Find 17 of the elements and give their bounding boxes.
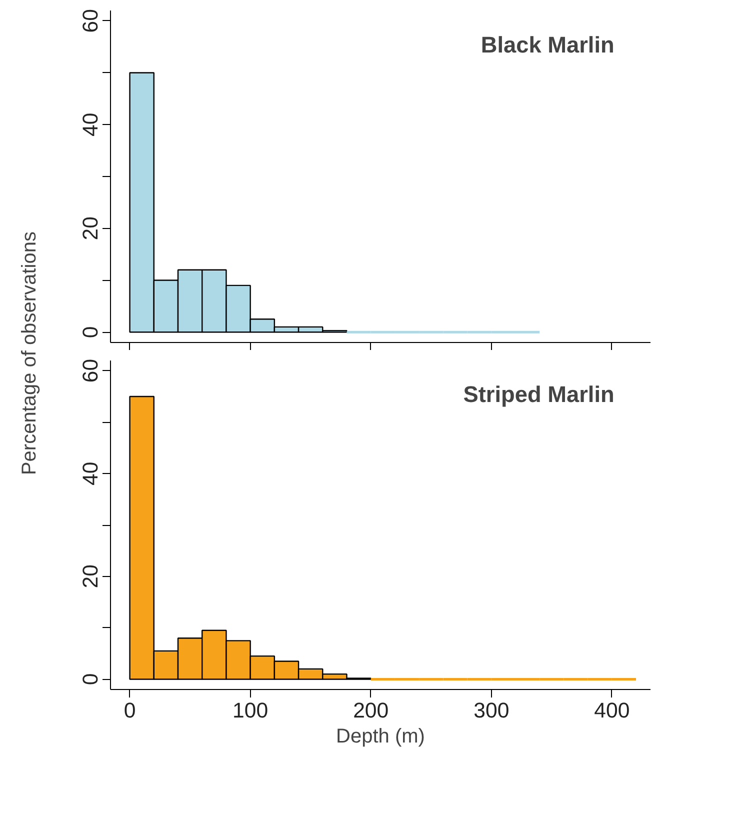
y-tick-label: 60 — [78, 8, 102, 33]
y-tick-label: 60 — [78, 358, 102, 383]
x-tick-label: 400 — [594, 698, 630, 722]
x-tick-label: 300 — [474, 698, 510, 722]
text: Black Marlin — [480, 31, 614, 58]
y-tick-label: 0 — [78, 326, 102, 338]
y-tick-label: 40 — [78, 462, 102, 486]
x-tick-label: 0 — [124, 698, 136, 722]
y-tick-label: 20 — [78, 216, 102, 240]
x-tick-label: 100 — [232, 698, 268, 722]
y-tick-label: 40 — [78, 112, 102, 136]
y-axis-title: Percentage of observations — [18, 232, 40, 476]
y-tick-label: 0 — [78, 673, 102, 686]
x-tick-label: 200 — [353, 698, 389, 722]
x-axis-title: Depth (m) — [336, 726, 425, 748]
text: Striped Marlin — [463, 381, 614, 408]
y-tick-label: 20 — [78, 564, 102, 588]
